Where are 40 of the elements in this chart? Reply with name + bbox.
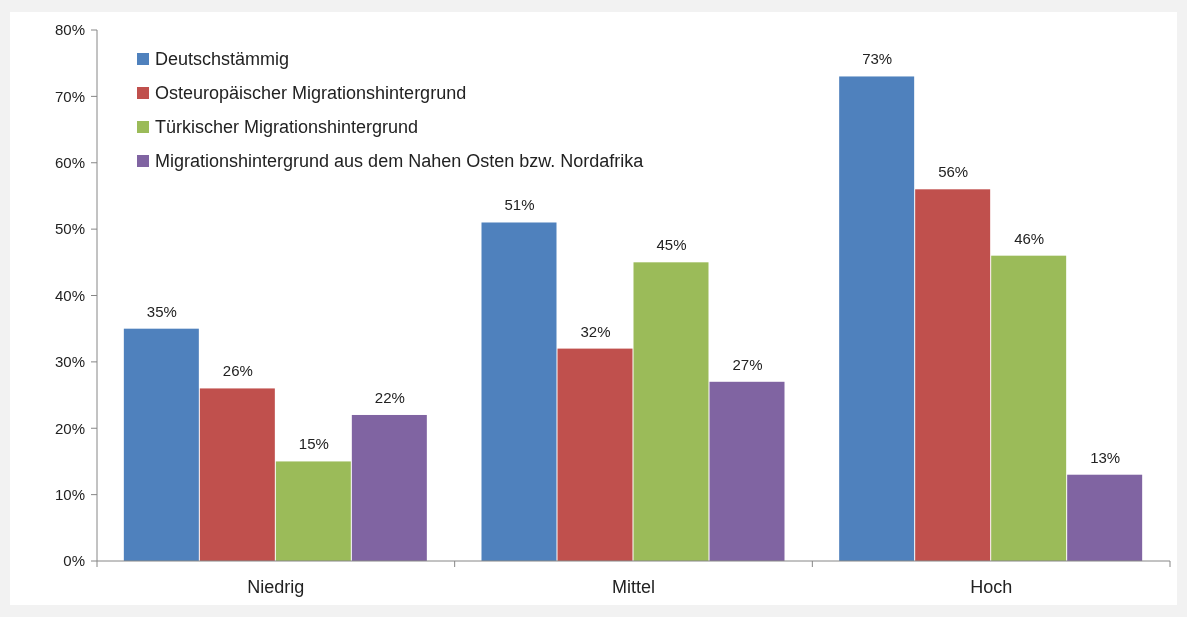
bar xyxy=(915,189,991,561)
data-label: 27% xyxy=(732,355,763,373)
x-tick-label: Mittel xyxy=(611,577,656,597)
x-tick-label: Hoch xyxy=(970,577,1013,597)
bar xyxy=(481,222,557,561)
legend-label: Osteuropäischer Migrationshintergrund xyxy=(155,83,467,104)
y-tick-label: 60% xyxy=(54,154,85,171)
data-label: 13% xyxy=(1090,448,1121,466)
data-label: 22% xyxy=(374,388,405,406)
legend-label: Migrationshintergrund aus dem Nahen Osten bzw. Nordafrika xyxy=(155,151,645,172)
bar xyxy=(991,255,1067,561)
bar xyxy=(199,388,275,561)
bar xyxy=(709,381,785,561)
y-tick-label: 10% xyxy=(54,485,85,503)
bar xyxy=(633,262,709,561)
y-tick-label: 30% xyxy=(54,353,85,371)
data-label: 35% xyxy=(146,302,177,320)
y-tick-label: 20% xyxy=(54,419,85,437)
bar xyxy=(839,76,915,561)
bar xyxy=(1067,474,1143,561)
legend-label: Deutschstämmig xyxy=(155,49,290,70)
x-tick-label: Niedrig xyxy=(247,577,305,597)
y-tick-label: 70% xyxy=(54,87,85,105)
data-label: 45% xyxy=(656,236,687,254)
data-label: 51% xyxy=(504,196,535,214)
data-label: 26% xyxy=(222,362,253,380)
bar xyxy=(275,461,351,561)
data-label: 15% xyxy=(298,435,329,453)
data-label: 46% xyxy=(1014,229,1045,247)
y-tick-label: 50% xyxy=(54,220,85,238)
bar xyxy=(351,414,427,561)
y-tick-label: 40% xyxy=(54,286,85,304)
data-label: 56% xyxy=(938,163,969,181)
data-label: 32% xyxy=(580,322,611,340)
legend-label: Türkischer Migrationshintergrund xyxy=(155,117,419,138)
bar xyxy=(123,328,199,561)
data-label: 73% xyxy=(862,50,893,68)
y-tick-label: 80% xyxy=(54,21,85,39)
y-tick-label: 0% xyxy=(63,552,85,570)
bar xyxy=(557,348,633,561)
